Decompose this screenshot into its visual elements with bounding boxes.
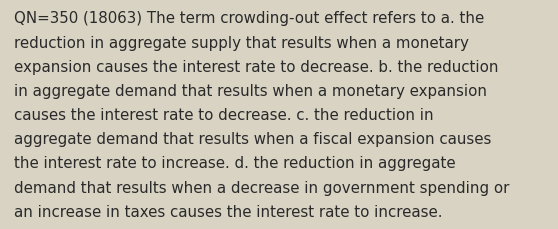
Text: expansion causes the interest rate to decrease. b. the reduction: expansion causes the interest rate to de… bbox=[14, 60, 498, 74]
Text: aggregate demand that results when a fiscal expansion causes: aggregate demand that results when a fis… bbox=[14, 132, 492, 147]
Text: causes the interest rate to decrease. c. the reduction in: causes the interest rate to decrease. c.… bbox=[14, 108, 434, 123]
Text: QN=350 (18063) The term crowding-out effect refers to a. the: QN=350 (18063) The term crowding-out eff… bbox=[14, 11, 484, 26]
Text: the interest rate to increase. d. the reduction in aggregate: the interest rate to increase. d. the re… bbox=[14, 156, 455, 171]
Text: demand that results when a decrease in government spending or: demand that results when a decrease in g… bbox=[14, 180, 509, 195]
Text: reduction in aggregate supply that results when a monetary: reduction in aggregate supply that resul… bbox=[14, 35, 469, 50]
Text: in aggregate demand that results when a monetary expansion: in aggregate demand that results when a … bbox=[14, 84, 487, 98]
Text: an increase in taxes causes the interest rate to increase.: an increase in taxes causes the interest… bbox=[14, 204, 442, 219]
